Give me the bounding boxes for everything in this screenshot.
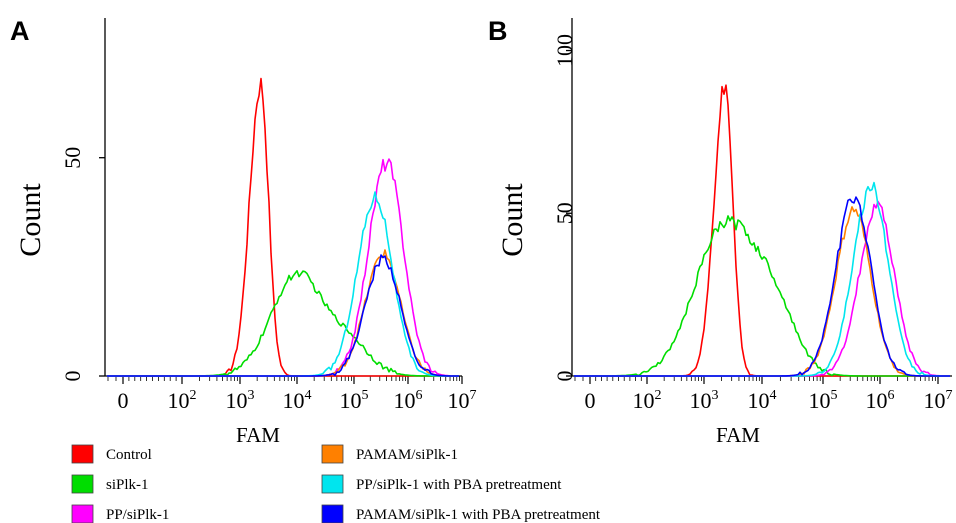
legend-item: PAMAM/siPlk-1 [321, 444, 458, 464]
x-tick-label: 106 [394, 388, 423, 413]
x-tick-label: 0 [585, 388, 596, 413]
x-tick-label: 104 [748, 388, 777, 413]
x-tick-label: 102 [633, 388, 662, 413]
x-tick-label: 105 [809, 388, 838, 413]
x-tick-label: 103 [226, 388, 255, 413]
histogram-series-pamam-siplk-1-with-pba-pretreatment [574, 196, 950, 377]
legend-item: PP/siPlk-1 [71, 504, 169, 523]
y-tick-label: 100 [552, 34, 577, 67]
x-axis-label: FAM [236, 423, 280, 447]
legend-item: siPlk-1 [71, 474, 149, 494]
histogram-series-control [107, 77, 459, 377]
panel-letter: A [10, 16, 30, 46]
x-tick-label: 104 [283, 388, 312, 413]
x-tick-label: 105 [340, 388, 369, 413]
legend-swatch [71, 474, 94, 494]
x-axis-label: FAM [716, 423, 760, 447]
legend-swatch [321, 504, 344, 523]
legend-swatch [71, 504, 94, 523]
histogram-series-pp-siplk-1 [107, 158, 459, 377]
histogram-series-pp-siplk-1-with-pba-pretreatment [574, 181, 950, 377]
x-tick-label: 102 [168, 388, 197, 413]
histogram-series-pamam-siplk-1-with-pba-pretreatment [107, 254, 459, 377]
legend-swatch [321, 444, 344, 464]
histogram-series-pp-siplk-1 [574, 200, 950, 377]
legend-swatch [321, 474, 344, 494]
legend: Control siPlk-1 PP/siPlk-1 PAMAM/siPlk-1 PP/… [71, 444, 601, 523]
legend-label: PP/siPlk-1 with PBA pretreatment [356, 477, 562, 493]
y-tick-label: 0 [552, 371, 577, 382]
y-axis-label: Count [14, 183, 47, 257]
legend-item: Control [71, 444, 152, 464]
x-tick-label: 0 [118, 388, 129, 413]
x-tick-label: 107 [448, 388, 477, 413]
y-tick-label: 0 [60, 371, 85, 382]
legend-label: PAMAM/siPlk-1 with PBA pretreatment [356, 507, 601, 523]
histogram-series-control [574, 84, 950, 377]
y-tick-label: 50 [552, 202, 577, 224]
y-tick-label: 50 [60, 147, 85, 169]
legend-item: PP/siPlk-1 with PBA pretreatment [321, 474, 562, 494]
legend-item: PAMAM/siPlk-1 with PBA pretreatment [321, 504, 601, 523]
legend-label: PAMAM/siPlk-1 [356, 447, 458, 463]
histogram-series-siplk-1 [574, 215, 950, 377]
histogram-series-pp-siplk-1-with-pba-pretreatment [107, 191, 459, 377]
chart-panel-A: A 0 50 0 102 103 104 105 106 107 Count FAM [10, 16, 477, 447]
legend-label: siPlk-1 [106, 477, 149, 493]
legend-swatch [71, 444, 94, 464]
x-tick-label: 103 [690, 388, 719, 413]
x-tick-label: 106 [866, 388, 895, 413]
y-axis-label: Count [496, 183, 529, 257]
x-tick-label: 107 [924, 388, 953, 413]
panel-letter: B [488, 16, 508, 46]
chart-panel-B: B 0 50 100 0 102 103 104 105 106 107 Count FAM [488, 16, 953, 447]
legend-label: Control [106, 447, 152, 463]
legend-label: PP/siPlk-1 [106, 507, 169, 523]
